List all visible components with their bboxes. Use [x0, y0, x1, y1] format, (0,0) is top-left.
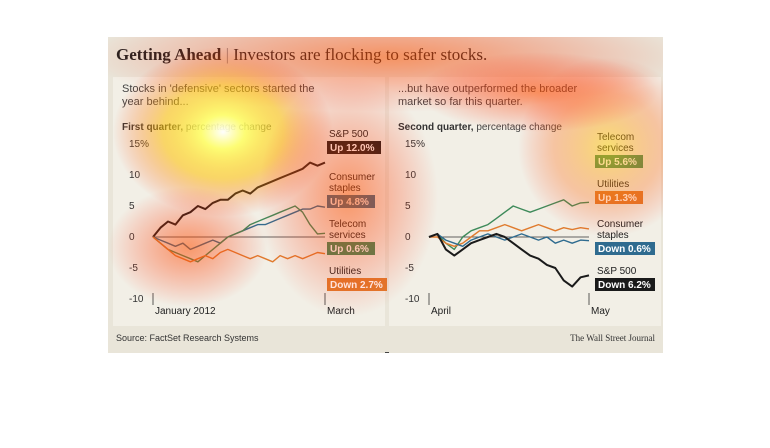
legend-label-telecom-services: services: [329, 230, 366, 241]
title-bold: Getting Ahead: [116, 45, 222, 64]
y-tick-label: 5: [129, 201, 135, 212]
legend-label-utilities: Utilities: [597, 179, 629, 190]
status-badge-text-telecom-services: Up 5.6%: [598, 157, 637, 168]
y-tick-label: -10: [129, 294, 144, 305]
y-tick-label: -10: [405, 294, 420, 305]
legend-label-consumer-staples: Consumer: [597, 219, 644, 230]
y-tick-label: 15%: [129, 139, 149, 150]
y-tick-label: 10: [405, 170, 417, 181]
x-tick-label: March: [327, 306, 355, 317]
title-rest: Investors are flocking to safer stocks.: [233, 45, 488, 64]
legend-label-consumer-staples: Consumer: [329, 172, 376, 183]
series-line-consumer-staples: [152, 205, 326, 251]
series-line-consumer-staples: [428, 233, 590, 248]
y-tick-label: -5: [129, 263, 138, 274]
series-line-telecom-services: [428, 199, 590, 251]
x-tick-label: April: [431, 306, 451, 317]
x-tick-label: January 2012: [155, 306, 216, 317]
series-line-s-p-500: [152, 161, 326, 238]
legend-label-telecom-services: services: [597, 143, 634, 154]
y-tick-label: 0: [129, 232, 135, 243]
series-line-utilities: [152, 236, 326, 263]
legend-label-telecom-services: Telecom: [329, 219, 366, 230]
legend-label-s-p-500: S&P 500: [597, 266, 637, 277]
status-badge-text-utilities: Down 2.7%: [330, 280, 383, 291]
title-separator: |: [225, 45, 229, 64]
status-badge-text-telecom-services: Up 0.6%: [330, 244, 369, 255]
status-badge-text-s-p-500: Down 6.2%: [598, 280, 651, 291]
legend-label-telecom-services: Telecom: [597, 132, 634, 143]
status-badge-consumer-staples: [595, 242, 655, 255]
chart-panel-second-quarter: ...but have outperformed the broader mar…: [389, 77, 661, 326]
publisher-credit: The Wall Street Journal: [570, 333, 655, 343]
y-tick-label: 5: [405, 201, 411, 212]
chart-frame: Getting Ahead | Investors are flocking t…: [108, 37, 663, 353]
legend-label-consumer-staples: staples: [597, 230, 629, 241]
y-tick-label: 10: [129, 170, 141, 181]
status-badge-text-consumer-staples: Down 0.6%: [598, 244, 651, 255]
line-chart-first-quarter: 15% 10 5 0 -5 -10 January 2012 March S&P 500 Up 1…: [129, 129, 387, 317]
legend-label-consumer-staples: staples: [329, 183, 361, 194]
y-tick-label: -5: [405, 263, 414, 274]
status-badge-text-s-p-500: Up 12.0%: [330, 143, 375, 154]
divider-mark: [385, 352, 389, 353]
series-line-s-p-500: [428, 232, 590, 288]
status-badge-s-p-500: [595, 278, 655, 291]
legend-label-s-p-500: S&P 500: [329, 129, 369, 140]
x-tick-label: May: [591, 306, 610, 317]
y-tick-label: 15%: [405, 139, 425, 150]
status-badge-text-utilities: Up 1.3%: [598, 193, 637, 204]
source-note: Source: FactSet Research Systems: [116, 333, 259, 343]
page-title: Getting Ahead | Investors are flocking t…: [116, 45, 487, 65]
y-tick-label: 0: [405, 232, 411, 243]
legend-label-utilities: Utilities: [329, 266, 361, 277]
status-badge-text-consumer-staples: Up 4.8%: [330, 197, 369, 208]
chart-panel-first-quarter: Stocks in 'defensive' sectors started th…: [113, 77, 387, 326]
